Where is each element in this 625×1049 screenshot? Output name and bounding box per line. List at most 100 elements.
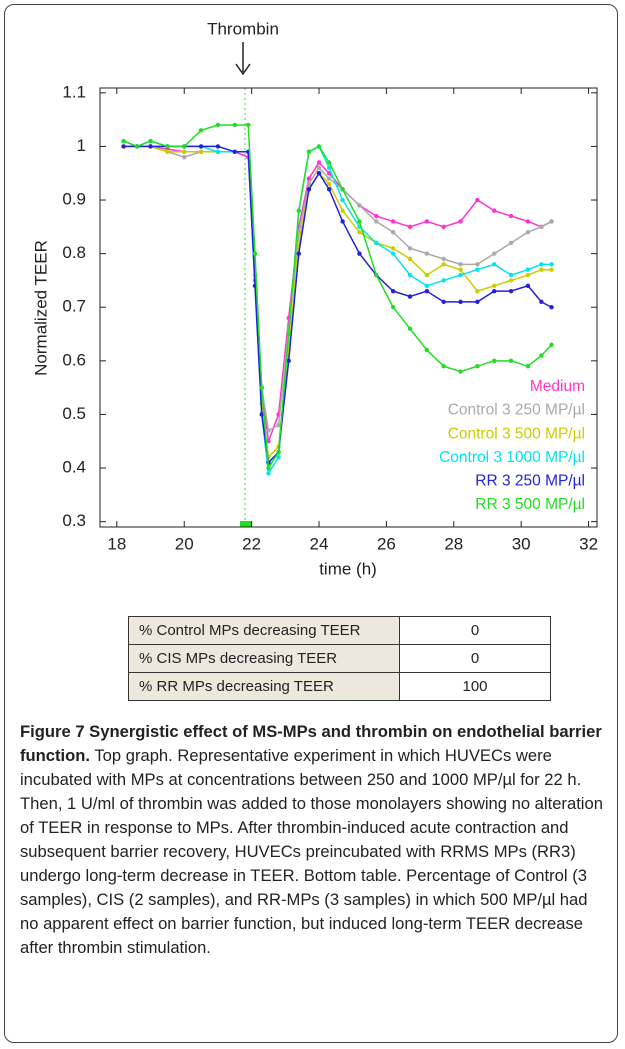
data-point: [525, 219, 531, 224]
table-cell: % CIS MPs decreasing TEER: [128, 644, 400, 673]
data-point: [492, 208, 497, 213]
data-point: [326, 176, 332, 181]
data-point: [475, 288, 480, 294]
caption: Figure 7 Synergistic effect of MS-MPs an…: [20, 720, 610, 960]
data-point: [458, 369, 463, 374]
data-point: [424, 283, 430, 288]
data-point: [198, 144, 204, 149]
data-point: [182, 144, 187, 149]
data-point: [492, 251, 497, 256]
data-point: [475, 363, 480, 369]
data-point: [306, 187, 312, 192]
table-row: % RR MPs decreasing TEER 100: [128, 672, 551, 701]
legend-label: RR 3 500 MP/µl: [475, 496, 585, 513]
table-cell: 0: [399, 644, 551, 673]
data-point: [266, 471, 271, 476]
data-point: [340, 208, 345, 213]
legend-label: Control 3 250 MP/µl: [448, 402, 585, 419]
x-tick-label: 30: [512, 534, 531, 553]
data-point: [407, 246, 413, 251]
data-point: [326, 181, 332, 187]
data-point: [316, 171, 322, 176]
data-point: [357, 219, 362, 224]
data-point: [508, 278, 514, 283]
data-point: [458, 219, 463, 224]
data-point: [121, 144, 126, 149]
data-point: [259, 385, 264, 390]
data-point: [266, 428, 271, 433]
data-point: [407, 256, 413, 262]
data-point: [286, 358, 291, 364]
data-point: [458, 299, 463, 305]
series-line: [123, 145, 552, 465]
data-point: [276, 449, 281, 455]
data-point: [424, 347, 430, 353]
data-point: [326, 187, 332, 192]
thrombin-bar: [240, 521, 252, 527]
data-point: [198, 128, 204, 133]
data-point: [374, 272, 379, 278]
data-point: [259, 412, 264, 417]
data-point: [549, 305, 554, 310]
data-point: [296, 251, 301, 256]
data-point: [148, 138, 153, 144]
series-line: [123, 124, 553, 471]
data-point: [276, 455, 281, 460]
data-point: [306, 149, 312, 154]
y-tick-label: 0.9: [62, 190, 86, 209]
data-point: [549, 342, 554, 347]
legend-label: Control 3 1000 MP/µl: [439, 449, 585, 466]
data-point: [539, 224, 544, 230]
data-point: [508, 288, 514, 294]
data-point: [407, 224, 413, 230]
data-point: [374, 240, 379, 246]
table-cell: 100: [399, 672, 551, 701]
data-point: [441, 278, 446, 283]
table-row: % Control MPs decreasing TEER 0: [128, 616, 551, 645]
table-cell: % RR MPs decreasing TEER: [128, 672, 400, 701]
data-point: [458, 262, 463, 267]
data-point: [232, 149, 237, 154]
data-point: [441, 224, 446, 230]
x-tick-label: 18: [107, 534, 126, 553]
data-point: [232, 122, 237, 128]
data-point: [266, 439, 271, 444]
data-point: [549, 267, 554, 272]
data-point: [475, 197, 480, 203]
data-point: [326, 160, 332, 165]
data-point: [539, 299, 544, 305]
data-point: [539, 353, 544, 358]
y-tick-label: 0.7: [62, 297, 86, 316]
y-tick-label: 0.5: [62, 404, 86, 423]
data-point: [407, 326, 413, 331]
legend-label: RR 3 250 MP/µl: [475, 472, 585, 489]
data-point: [316, 165, 322, 171]
data-point: [525, 267, 531, 272]
table-cell: % Control MPs decreasing TEER: [128, 616, 400, 645]
y-tick-label: 0.6: [62, 350, 86, 369]
data-point: [374, 213, 379, 219]
data-point: [390, 288, 396, 294]
data-point: [246, 122, 251, 128]
series-line: [123, 140, 552, 476]
data-point: [424, 251, 430, 256]
data-point: [121, 138, 126, 144]
data-point: [549, 219, 554, 224]
caption-title: Figure 7 Synergistic effect of MS-MPs an…: [20, 722, 602, 765]
data-point: [357, 229, 362, 235]
data-point: [306, 181, 312, 187]
data-point: [182, 149, 187, 154]
data-point: [316, 144, 322, 149]
x-tick-label: 22: [242, 534, 261, 553]
data-point: [492, 288, 497, 294]
caption-text: Top graph. Representative experiment in …: [20, 746, 603, 957]
data-point: [539, 267, 544, 272]
legend-label: Medium: [530, 378, 585, 395]
x-tick-label: 24: [310, 534, 329, 553]
x-tick-label: 28: [444, 534, 463, 553]
data-point: [326, 165, 332, 171]
table-cell: 0: [399, 616, 551, 645]
table-row: % CIS MPs decreasing TEER 0: [128, 644, 551, 673]
data-point: [539, 262, 544, 267]
